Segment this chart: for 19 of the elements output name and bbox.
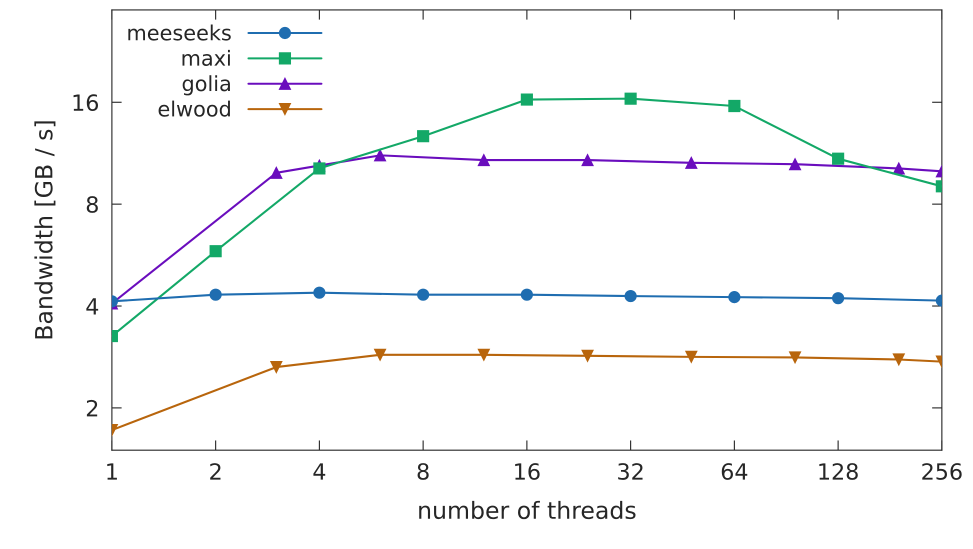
- legend-label: maxi: [182, 50, 230, 66]
- y-axis-title: Bandwidth [GB / s]: [34, 121, 56, 338]
- y-tick-label: 8: [86, 196, 98, 213]
- x-tick-label: 4: [313, 463, 326, 480]
- x-tick-label: 2: [210, 463, 220, 480]
- x-tick-label: 32: [618, 463, 643, 480]
- legend-label: golia: [182, 75, 230, 96]
- x-tick-label: 1: [107, 463, 117, 480]
- y-tick-label: 16: [74, 94, 98, 112]
- x-tick-label: 256: [922, 463, 962, 480]
- x-tick-label: 8: [418, 463, 429, 480]
- x-axis-title: number of threads: [419, 500, 636, 520]
- x-tick-label: 128: [819, 463, 858, 480]
- x-tick-label: 16: [515, 463, 540, 480]
- y-tick-label: 4: [86, 298, 98, 314]
- y-tick-label: 2: [86, 400, 98, 416]
- x-tick-label: 64: [722, 463, 748, 480]
- legend-label: meeseeks: [128, 24, 231, 41]
- legend-label: elwood: [158, 100, 230, 117]
